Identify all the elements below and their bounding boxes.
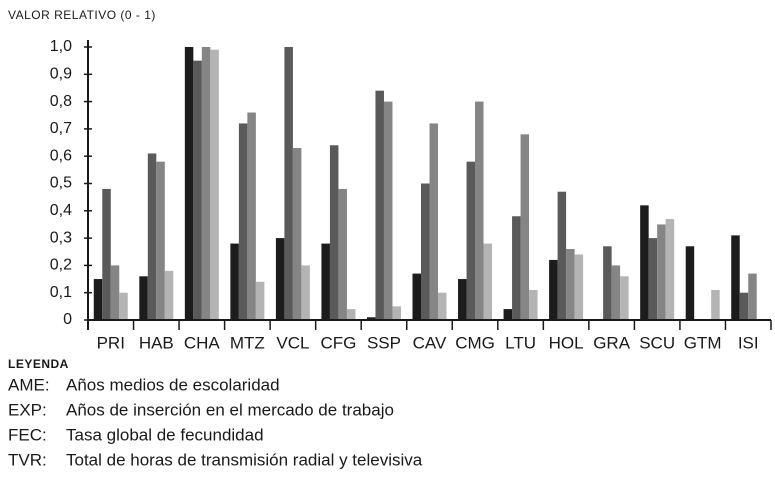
- bar: [210, 49, 219, 320]
- x-tick-label: HOL: [549, 333, 584, 352]
- bar: [230, 243, 239, 320]
- legend-description: Años de inserción en el mercado de traba…: [66, 400, 394, 419]
- y-tick-label: 0,7: [50, 120, 72, 137]
- bar: [412, 273, 421, 320]
- y-tick-label: 0,2: [50, 257, 72, 274]
- legend-description: Total de horas de transmisión radial y t…: [66, 450, 423, 469]
- bar: [139, 276, 148, 320]
- bar: [748, 273, 757, 320]
- bar: [503, 309, 513, 320]
- bar: [620, 276, 629, 320]
- bar: [392, 306, 401, 320]
- bar: [657, 224, 666, 320]
- x-tick-label: LTU: [505, 333, 536, 352]
- y-tick-label: 0,8: [50, 93, 72, 110]
- bar: [458, 279, 467, 320]
- bar: [603, 246, 612, 320]
- bar: [321, 243, 330, 320]
- bar: [383, 101, 393, 320]
- bar: [549, 259, 558, 320]
- x-tick-label: CAV: [413, 333, 447, 352]
- bar: [275, 238, 285, 320]
- bar: [640, 205, 649, 320]
- bar: [147, 153, 157, 320]
- bar: [375, 90, 384, 321]
- x-tick-label: CMG: [455, 333, 495, 352]
- bar: [429, 123, 438, 320]
- bar: [711, 289, 720, 320]
- bar: [119, 292, 128, 320]
- bar: [648, 238, 658, 320]
- y-tick-label: 0,4: [50, 202, 72, 219]
- legend-description: Tasa global de fecundidad: [66, 425, 264, 444]
- bar: [512, 216, 521, 320]
- x-tick-label: ISI: [738, 333, 759, 352]
- legend-code: EXP:: [8, 400, 47, 419]
- bar: [255, 281, 265, 320]
- bar: [93, 279, 103, 320]
- bar: [201, 47, 211, 320]
- bar: [665, 218, 675, 320]
- bar: [421, 183, 430, 320]
- bar: [739, 292, 749, 320]
- y-axis-label: VALOR RELATIVO (0 - 1): [8, 8, 156, 22]
- bar: [529, 289, 538, 320]
- bar: [110, 265, 120, 320]
- y-tick-label: 0,1: [50, 284, 72, 301]
- y-tick-label: 0,6: [50, 147, 72, 164]
- bar: [102, 188, 111, 320]
- bar: [557, 191, 567, 320]
- x-tick-label: CHA: [184, 333, 221, 352]
- bar: [731, 235, 740, 320]
- legend-code: FEC:: [8, 425, 47, 444]
- x-tick-label: CFG: [320, 333, 356, 352]
- legend-code: AME:: [8, 375, 50, 394]
- x-tick-label: HAB: [139, 333, 174, 352]
- bar: [520, 134, 530, 320]
- bar: [156, 161, 165, 320]
- bar: [466, 161, 476, 320]
- y-tick-label: 1,0: [50, 38, 72, 55]
- bar: [184, 47, 194, 320]
- bar: [193, 60, 202, 321]
- bar: [366, 317, 376, 320]
- bar: [438, 292, 447, 320]
- legend-title: LEYENDA: [8, 357, 69, 371]
- x-tick-label: GRA: [593, 333, 631, 352]
- x-tick-label: SSP: [367, 333, 401, 352]
- y-tick-label: 0: [63, 311, 72, 328]
- bar: [329, 145, 339, 320]
- legend-description: Años medios de escolaridad: [66, 375, 280, 394]
- bar: [301, 265, 310, 320]
- x-tick-label: GTM: [684, 333, 722, 352]
- bar: [574, 254, 584, 320]
- bar: [338, 188, 347, 320]
- y-tick-label: 0,5: [50, 175, 72, 192]
- bar: [238, 123, 248, 320]
- legend-code: TVR:: [8, 450, 47, 469]
- bar: [611, 265, 621, 320]
- bar: [292, 148, 302, 320]
- x-tick-label: SCU: [639, 333, 675, 352]
- bar: [566, 249, 575, 320]
- y-tick-label: 0,9: [50, 66, 72, 83]
- y-tick-label: 0,3: [50, 229, 72, 246]
- x-tick-label: PRI: [97, 333, 125, 352]
- x-tick-label: VCL: [276, 333, 309, 352]
- bar: [164, 270, 174, 320]
- x-tick-label: MTZ: [230, 333, 265, 352]
- bar: [346, 309, 356, 320]
- bar: [284, 47, 293, 320]
- bar: [247, 112, 256, 321]
- bar: [483, 243, 493, 320]
- bar: [475, 101, 484, 320]
- bar: [685, 246, 695, 320]
